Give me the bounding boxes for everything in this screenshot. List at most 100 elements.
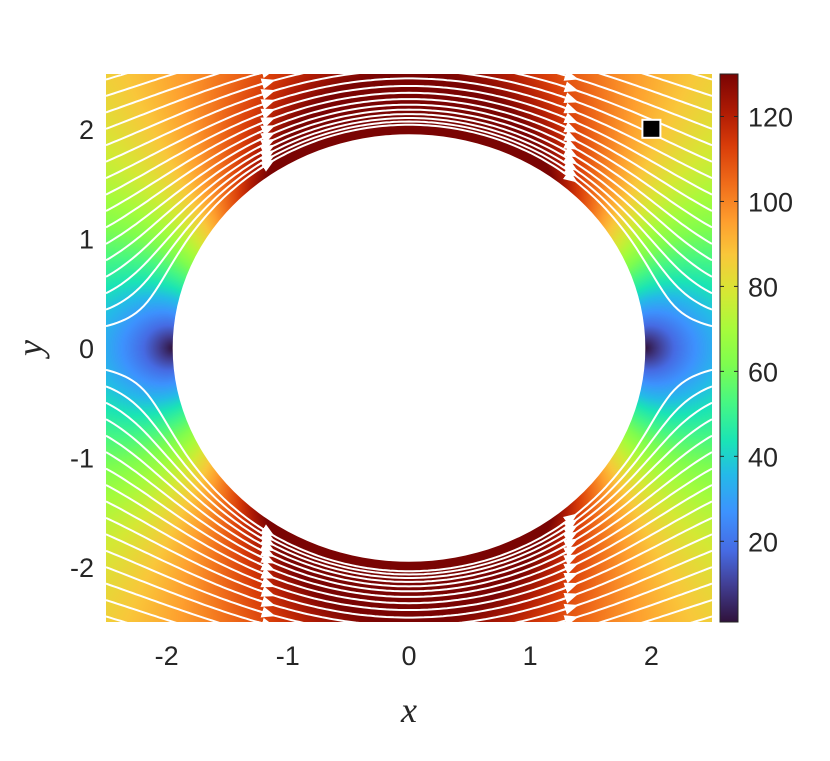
streamline bbox=[106, 484, 712, 605]
streamline bbox=[106, 85, 712, 196]
streamline-arrow bbox=[560, 112, 579, 124]
x-tick-label: -1 bbox=[276, 641, 300, 671]
x-tick-label: 2 bbox=[644, 641, 659, 671]
streamline-arrow bbox=[561, 50, 572, 53]
streamline-arrow bbox=[560, 546, 579, 558]
streamline bbox=[106, 91, 712, 212]
x-axis-label: x bbox=[400, 690, 417, 730]
streamline-arrow bbox=[256, 159, 275, 172]
streamline-arrow bbox=[257, 89, 276, 100]
y-tick-label: -1 bbox=[70, 444, 94, 474]
streamline-arrow bbox=[257, 576, 276, 588]
streamline-arrow bbox=[560, 572, 579, 584]
streamline bbox=[106, 74, 712, 114]
streamline bbox=[106, 74, 712, 147]
streamlines bbox=[106, 35, 712, 660]
streamline-arrow bbox=[560, 554, 579, 566]
colorbar-tick-label: 100 bbox=[748, 187, 793, 217]
streamline-arrow bbox=[258, 35, 269, 37]
streamline bbox=[106, 467, 712, 598]
y-tick-label: 1 bbox=[79, 224, 94, 254]
streamline-arrow bbox=[257, 559, 276, 571]
y-tick-label: -2 bbox=[70, 553, 94, 583]
streamline-arrow bbox=[257, 108, 276, 120]
streamline bbox=[106, 108, 712, 262]
obstacle-ellipse bbox=[172, 134, 646, 562]
colorbar-tick-label: 120 bbox=[748, 102, 793, 132]
streamline-arrow bbox=[257, 78, 276, 90]
streamline-arrow bbox=[258, 646, 269, 649]
streamline-arrow bbox=[561, 631, 572, 634]
streamline bbox=[106, 418, 712, 583]
streamline bbox=[106, 385, 712, 576]
streamline-arrow bbox=[258, 658, 269, 660]
streamline bbox=[106, 582, 712, 622]
streamline bbox=[106, 516, 712, 619]
streamline-arrow bbox=[257, 99, 276, 110]
streamline-arrow bbox=[257, 132, 276, 144]
streamline-arrow bbox=[561, 643, 572, 646]
streamline bbox=[106, 549, 712, 622]
streamline-arrow bbox=[561, 38, 572, 41]
streamline-arrow bbox=[257, 617, 276, 622]
y-axis-label: y bbox=[10, 340, 50, 359]
streamline-arrow bbox=[560, 102, 579, 114]
streamline bbox=[106, 401, 712, 579]
colorbar-gradient bbox=[719, 73, 739, 623]
streamline bbox=[106, 500, 712, 611]
plot-area bbox=[106, 35, 712, 660]
streamline-arrow bbox=[560, 92, 579, 103]
streamline-arrow bbox=[560, 615, 579, 622]
streamline bbox=[106, 77, 712, 180]
colorbar: 20 40 60 80 100 120 bbox=[719, 73, 793, 623]
colorbar-ticks: 20 40 60 80 100 120 bbox=[720, 102, 793, 557]
streamline-arrow bbox=[257, 117, 276, 128]
colorbar-tick-label: 40 bbox=[748, 442, 778, 472]
colorbar-tick-label: 80 bbox=[748, 272, 778, 302]
y-axis-ticks: -2 -1 0 1 2 bbox=[70, 115, 94, 583]
colorbar-tick-label: 60 bbox=[748, 357, 778, 387]
streamline-arrow bbox=[560, 138, 579, 150]
streamline-arrow bbox=[257, 586, 276, 597]
streamline-arrow bbox=[560, 74, 579, 81]
x-tick-label: 1 bbox=[523, 641, 538, 671]
streamline bbox=[106, 120, 712, 311]
streamline-arrow bbox=[561, 62, 572, 65]
streamline-arrow bbox=[560, 563, 579, 575]
streamline-arrow bbox=[257, 568, 276, 579]
streamline bbox=[106, 74, 712, 163]
y-tick-label: 2 bbox=[79, 115, 94, 145]
streamline-arrow bbox=[560, 593, 579, 604]
streamline bbox=[106, 103, 712, 245]
streamline-arrow bbox=[560, 130, 579, 142]
streamline-arrow bbox=[257, 606, 276, 618]
streamline-arrow bbox=[257, 596, 276, 607]
streamline-arrow bbox=[559, 531, 578, 544]
streamline bbox=[106, 117, 712, 295]
streamline-arrow bbox=[560, 582, 579, 594]
streamline bbox=[106, 451, 712, 593]
streamline-arrow bbox=[561, 656, 572, 659]
streamline bbox=[106, 566, 712, 622]
streamline-arrow bbox=[560, 538, 579, 551]
y-tick-label: 0 bbox=[79, 334, 94, 364]
streamline-arrow bbox=[560, 603, 579, 615]
streamline-arrow bbox=[257, 552, 276, 564]
streamline-arrow bbox=[257, 125, 276, 137]
streamline bbox=[106, 368, 712, 573]
streamline bbox=[106, 74, 712, 81]
streamline-arrow bbox=[560, 121, 579, 133]
streamline bbox=[106, 434, 712, 588]
x-tick-label: 0 bbox=[401, 641, 416, 671]
streamline bbox=[106, 98, 712, 229]
marker-square bbox=[641, 118, 662, 139]
streamline bbox=[106, 123, 712, 328]
streamline-arrow bbox=[258, 60, 269, 63]
x-axis-ticks: -2 -1 0 1 2 bbox=[155, 641, 659, 671]
streamline-arrow bbox=[560, 81, 579, 93]
streamline bbox=[106, 74, 712, 130]
streamline bbox=[106, 113, 712, 278]
streamline-arrow bbox=[258, 48, 269, 51]
streamline bbox=[106, 533, 712, 622]
